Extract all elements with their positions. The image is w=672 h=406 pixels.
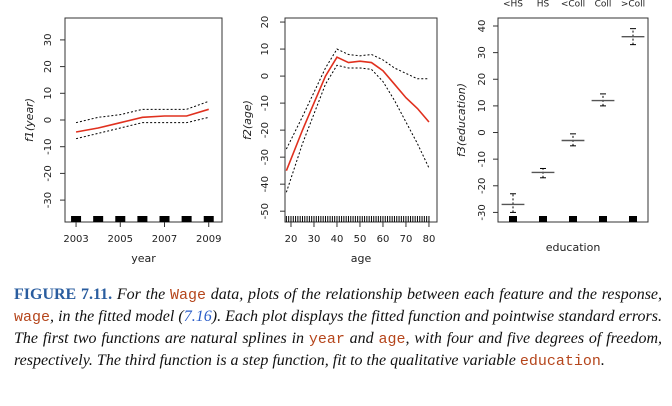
- x-tick-label: 2009: [196, 234, 221, 245]
- x-tick-label: 80: [423, 234, 436, 245]
- y-tick-label: 40: [477, 20, 488, 33]
- plot-frame: [497, 17, 649, 223]
- y-tick-label: 0: [43, 117, 54, 123]
- caption-text: and: [344, 330, 379, 347]
- y-tick-label: -30: [477, 204, 488, 220]
- caption-text: , in the fitted model (: [50, 308, 184, 325]
- x-tick-label: 2005: [108, 234, 133, 245]
- y-axis-label: f2(age): [241, 100, 254, 140]
- y-tick-label: -30: [43, 192, 54, 208]
- caption-label: FIGURE 7.11.: [14, 286, 113, 303]
- x-tick-label: 20: [285, 234, 298, 245]
- x-tick-label: 30: [308, 234, 321, 245]
- y-axis-label: f3(education): [455, 83, 468, 157]
- curve: [75, 108, 209, 133]
- y-tick-label: -50: [260, 203, 271, 219]
- y-axis-label: f1(year): [23, 98, 36, 142]
- caption-ref[interactable]: 7.16: [183, 308, 212, 325]
- rug: [159, 216, 170, 222]
- y-tick-label: 20: [260, 16, 271, 29]
- x-axis-label: education: [546, 241, 601, 254]
- y-tick-label: -20: [477, 178, 488, 194]
- y-tick-label: -10: [477, 151, 488, 167]
- curve: [75, 116, 209, 140]
- rug: [509, 216, 517, 222]
- rug: [569, 216, 577, 222]
- curve: [285, 48, 429, 150]
- caption-code: wage: [14, 309, 51, 326]
- x-tick-label: 40: [331, 234, 344, 245]
- category-label: Coll: [595, 0, 612, 10]
- caption-text: data, plots of the relationship between …: [206, 286, 663, 303]
- x-tick-label: 2007: [152, 234, 177, 245]
- caption-text: .: [600, 352, 605, 369]
- y-tick-label: -10: [260, 95, 271, 111]
- rug: [539, 216, 547, 222]
- x-axis-label: age: [351, 252, 372, 265]
- caption-code: Wage: [170, 287, 207, 304]
- rug: [203, 216, 214, 222]
- y-tick-label: -10: [43, 139, 54, 155]
- y-tick-label: 30: [43, 34, 54, 47]
- rug: [115, 216, 126, 222]
- y-tick-label: 20: [477, 73, 488, 86]
- caption-text: ). Each plot displays the fitted functio…: [14, 308, 662, 347]
- x-tick-label: 50: [354, 234, 367, 245]
- caption-code: year: [308, 331, 345, 348]
- rug: [137, 216, 148, 222]
- y-tick-label: 30: [477, 46, 488, 59]
- y-tick-label: -30: [260, 149, 271, 165]
- rug: [599, 216, 607, 222]
- x-tick-label: 60: [377, 234, 390, 245]
- y-tick-label: 20: [43, 60, 54, 73]
- y-tick-label: 10: [260, 43, 271, 56]
- category-label: >Coll: [621, 0, 645, 10]
- x-axis-label: year: [131, 252, 156, 265]
- y-tick-label: 10: [477, 100, 488, 113]
- rug: [71, 216, 82, 222]
- y-tick-label: -40: [260, 176, 271, 192]
- x-tick-label: 70: [400, 234, 413, 245]
- rug: [93, 216, 104, 222]
- caption-text: , with four and five degrees of freedom,…: [14, 330, 663, 369]
- rug: [629, 216, 637, 222]
- y-tick-label: 0: [477, 129, 488, 135]
- y-tick-label: 0: [260, 73, 271, 79]
- rug: [181, 216, 192, 222]
- category-label: HS: [537, 0, 550, 10]
- category-label: <HS: [503, 0, 523, 10]
- caption-code: education: [519, 353, 601, 370]
- x-tick-label: 2003: [63, 234, 88, 245]
- y-tick-label: -20: [260, 122, 271, 138]
- curve: [285, 56, 430, 171]
- category-label: <Coll: [561, 0, 585, 10]
- y-tick-label: -20: [43, 165, 54, 181]
- caption-text: For the: [116, 286, 171, 303]
- curve: [285, 64, 430, 193]
- curve: [75, 100, 209, 124]
- caption-code: age: [378, 331, 406, 348]
- caption: FIGURE 7.11. For the Wage data, plots of…: [14, 284, 662, 372]
- plot-frame: [284, 17, 438, 223]
- y-tick-label: 10: [43, 87, 54, 100]
